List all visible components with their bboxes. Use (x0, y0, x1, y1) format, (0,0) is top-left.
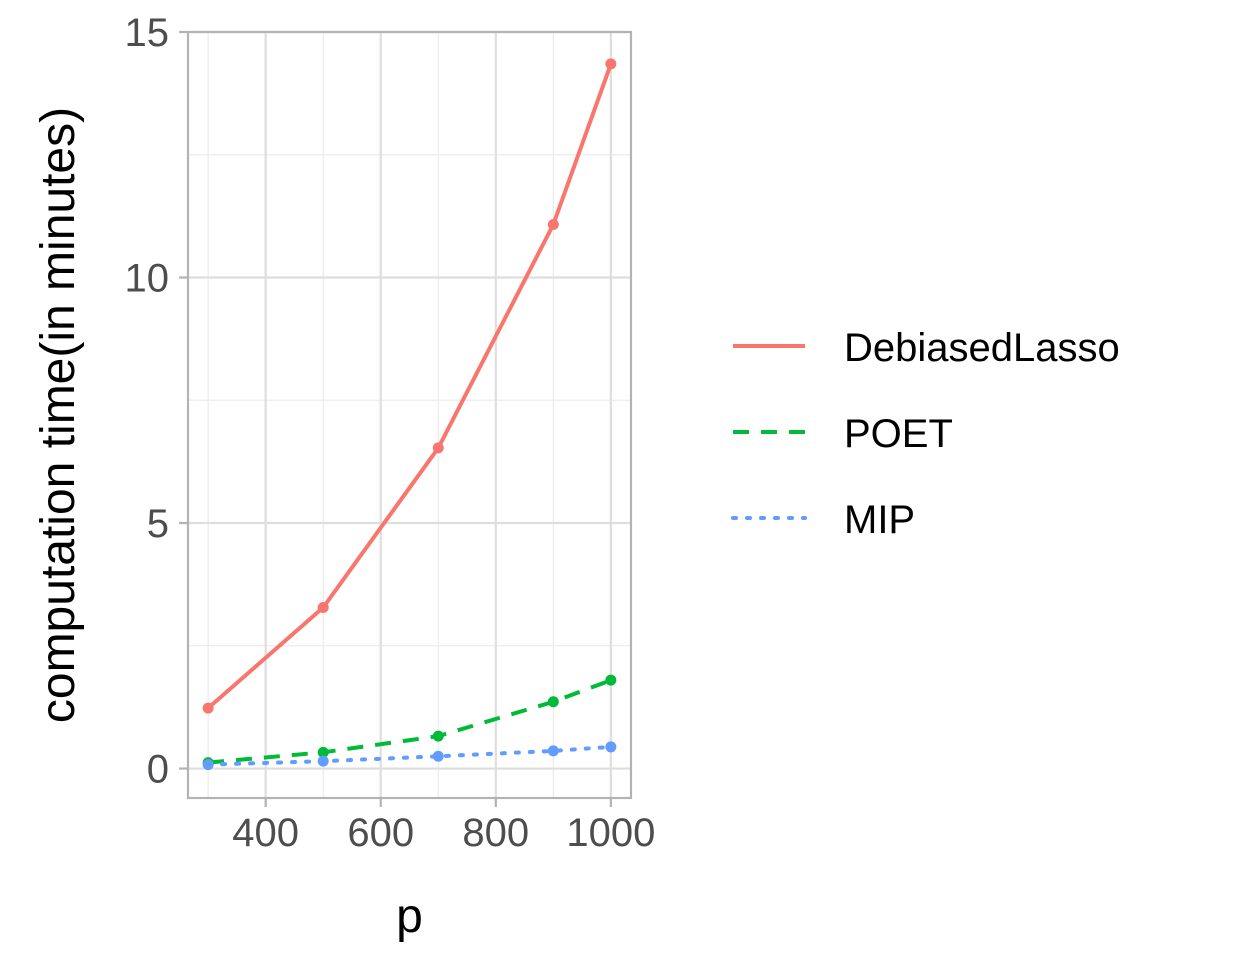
y-tick-label: 0 (147, 748, 169, 792)
x-tick-label: 1000 (566, 811, 655, 855)
data-point-DebiasedLasso (202, 702, 214, 714)
series-line-DebiasedLasso (206, 63, 613, 710)
legend-label-POET: POET (844, 412, 953, 456)
x-axis-title: p (396, 890, 423, 943)
plot-panel-border (186, 30, 633, 800)
major-gridlines (188, 30, 631, 798)
minor-gridlines (188, 32, 631, 798)
series-points (202, 58, 617, 771)
data-point-MIP (202, 759, 214, 771)
data-point-MIP (317, 755, 329, 767)
legend-label-MIP: MIP (844, 498, 915, 542)
data-point-MIP (547, 745, 559, 757)
data-point-MIP (432, 750, 444, 762)
data-point-DebiasedLasso (432, 442, 444, 454)
data-point-DebiasedLasso (605, 58, 617, 70)
series-lines (206, 63, 613, 767)
data-point-DebiasedLasso (547, 218, 559, 230)
axis-tick-labels: 400 600 800 1000 0 5 10 15 (125, 11, 656, 855)
x-tick-label: 400 (232, 811, 299, 855)
y-tick-label: 10 (125, 257, 170, 301)
data-point-POET (432, 730, 444, 742)
axis-ticks (179, 30, 612, 807)
legend-label-DebiasedLasso: DebiasedLasso (844, 326, 1120, 370)
x-tick-label: 600 (347, 811, 414, 855)
y-tick-label: 5 (147, 502, 169, 546)
legend: DebiasedLasso POET MIP (731, 326, 1120, 542)
data-point-MIP (605, 741, 617, 753)
data-point-POET (317, 746, 329, 758)
data-point-POET (605, 674, 617, 686)
x-tick-label: 800 (462, 811, 529, 855)
series-line-MIP (206, 744, 613, 767)
y-tick-label: 15 (125, 11, 170, 55)
data-point-POET (547, 696, 559, 708)
data-point-DebiasedLasso (317, 601, 329, 613)
y-axis-title: computation time(in minutes) (32, 107, 85, 723)
